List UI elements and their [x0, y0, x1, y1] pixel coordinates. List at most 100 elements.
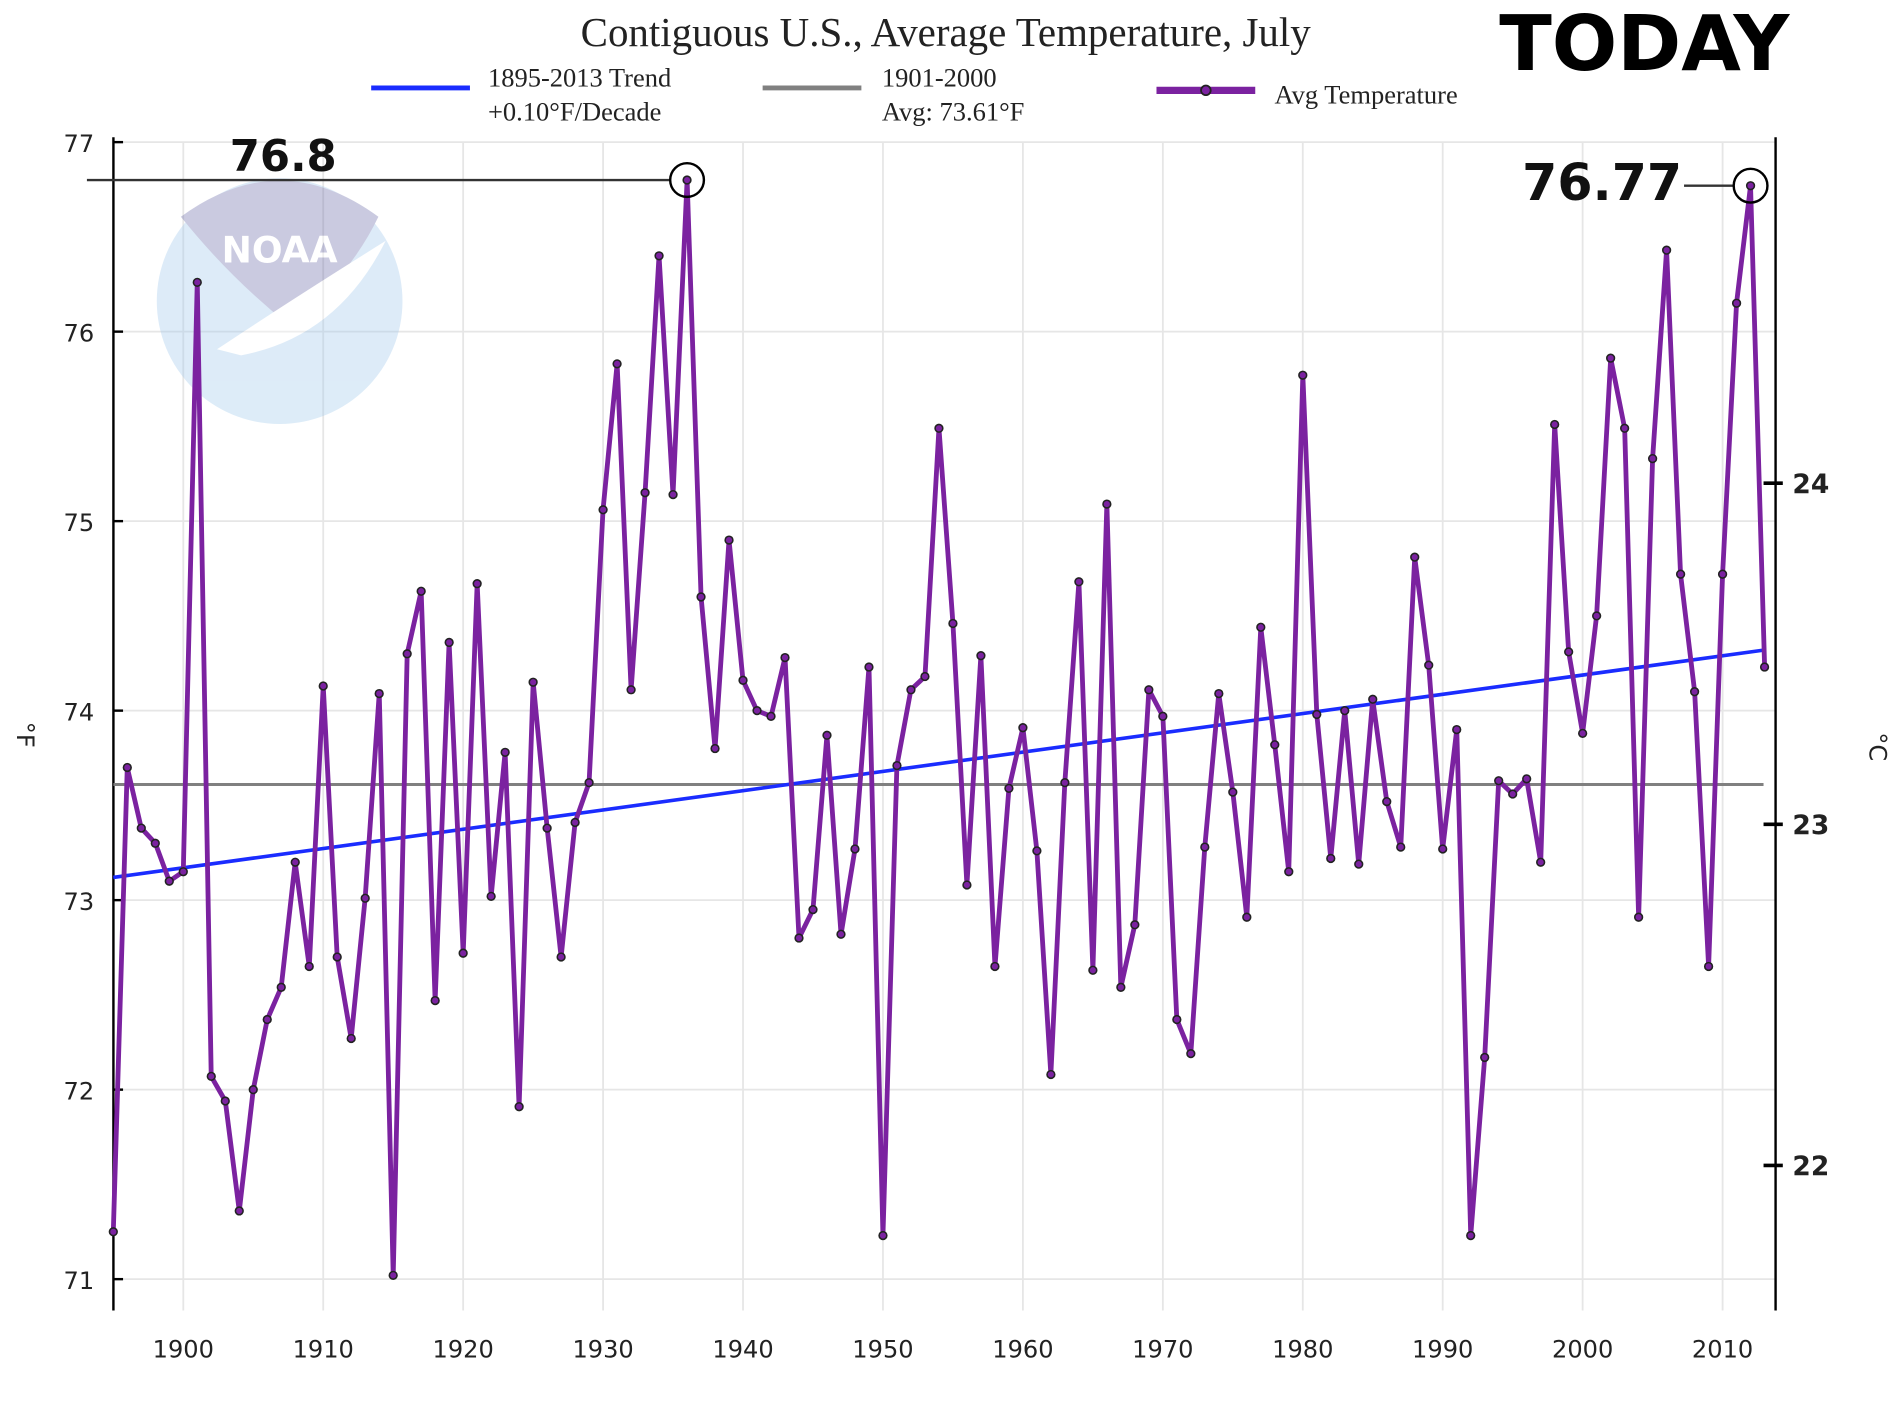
x-tick-label: 1910: [293, 1335, 354, 1363]
data-point: [1340, 705, 1350, 716]
data-point: [1144, 685, 1154, 695]
data-point: [1382, 796, 1392, 807]
data-point: [878, 1230, 888, 1241]
data-point: [696, 592, 706, 602]
data-point: [136, 823, 146, 833]
data-point: [1424, 660, 1434, 670]
y-right-tick-label: 22: [1792, 1151, 1829, 1182]
data-point: [626, 685, 636, 695]
data-point: [1004, 783, 1014, 793]
data-point: [1480, 1052, 1490, 1063]
data-point: [458, 948, 468, 958]
data-point: [962, 880, 972, 890]
data-point: [1717, 569, 1728, 579]
data-point: [262, 1014, 272, 1025]
data-point: [808, 904, 818, 915]
x-tick-label: 1990: [1412, 1335, 1473, 1363]
data-point: [318, 681, 328, 691]
data-point: [738, 675, 748, 685]
y-axis-label-left: °F: [11, 722, 39, 748]
record-2012-circle: [1732, 167, 1769, 204]
svg-text:NOAA: NOAA: [222, 229, 338, 272]
data-point: [1284, 867, 1294, 877]
data-point: [1046, 1069, 1056, 1080]
legend: 1895-2013 Trend +0.10°F/Decade 1901-2000…: [371, 63, 1458, 126]
data-point: [1242, 912, 1252, 922]
data-point: [1410, 552, 1420, 562]
data-point: [1438, 844, 1448, 854]
x-tick-label: 2000: [1552, 1335, 1613, 1363]
y-tick-label: 71: [64, 1267, 95, 1295]
data-point: [836, 929, 846, 939]
data-point: [1522, 774, 1532, 784]
y-tick-label: 73: [64, 888, 95, 916]
data-point: [1689, 687, 1700, 697]
y-tick-label: 76: [64, 319, 95, 347]
y-axis-label-right: °C: [1864, 732, 1889, 761]
y-tick-label: 75: [64, 509, 95, 537]
data-point: [1214, 688, 1224, 699]
record-1936-circle: [668, 161, 706, 199]
data-point: [654, 251, 664, 261]
y-right-tick-label: 23: [1792, 810, 1829, 841]
data-point: [1018, 723, 1028, 733]
data-point: [1130, 920, 1140, 930]
data-point: [1745, 181, 1756, 191]
data-point: [850, 844, 860, 854]
data-point: [1270, 740, 1280, 750]
legend-baseline-sublabel: Avg: 73.61°F: [882, 96, 1025, 126]
data-point: [1396, 842, 1406, 852]
data-point: [1158, 711, 1168, 721]
chart-title: Contiguous U.S., Average Temperature, Ju…: [581, 10, 1312, 55]
data-point: [234, 1206, 244, 1216]
data-point: [1256, 622, 1266, 632]
data-point: [304, 961, 314, 972]
data-point: [192, 277, 202, 287]
data-point: [164, 876, 174, 886]
data-point: [612, 359, 622, 369]
data-point: [346, 1033, 356, 1044]
data-point: [178, 867, 188, 877]
data-point: [486, 891, 496, 901]
data-point: [892, 760, 902, 771]
data-point: [206, 1071, 216, 1082]
data-point: [934, 423, 944, 433]
noaa-logo-watermark: NOAA: [156, 178, 403, 424]
data-point: [1088, 965, 1098, 975]
data-point: [1466, 1230, 1476, 1241]
data-point: [500, 747, 510, 757]
data-point: [430, 995, 440, 1006]
annotations: 76.8 76.77: [86, 132, 1769, 212]
data-point: [1326, 853, 1336, 864]
data-point: [444, 637, 454, 648]
data-point: [416, 586, 426, 596]
data-point: [766, 711, 776, 721]
data-point: [1536, 857, 1546, 867]
data-point: [220, 1096, 230, 1106]
data-point: [780, 652, 790, 663]
data-point: [402, 649, 412, 659]
x-tick-label: 1970: [1132, 1335, 1193, 1363]
legend-baseline-label: 1901-2000: [882, 63, 997, 93]
data-point: [1368, 694, 1378, 704]
record-1936-label: 76.8: [230, 132, 337, 182]
data-point: [724, 535, 734, 545]
data-point: [528, 677, 538, 687]
y-tick-label: 72: [64, 1077, 95, 1105]
data-point: [598, 505, 608, 515]
data-point: [1452, 724, 1462, 735]
data-point: [556, 952, 566, 962]
data-point: [472, 579, 482, 589]
data-point: [388, 1270, 398, 1280]
axes: 1900 1910 1920 1930 1940 1950 1960 1970 1980 1990…: [64, 130, 1830, 1364]
x-tick-label: 1950: [852, 1335, 913, 1363]
data-point: [668, 489, 678, 500]
data-point: [542, 823, 552, 833]
data-point: [1619, 423, 1630, 433]
data-point: [332, 952, 342, 962]
data-point: [276, 982, 286, 992]
data-point: [976, 651, 986, 661]
x-tick-label: 1900: [153, 1335, 214, 1363]
data-point: [864, 662, 874, 672]
data-point: [920, 671, 930, 682]
